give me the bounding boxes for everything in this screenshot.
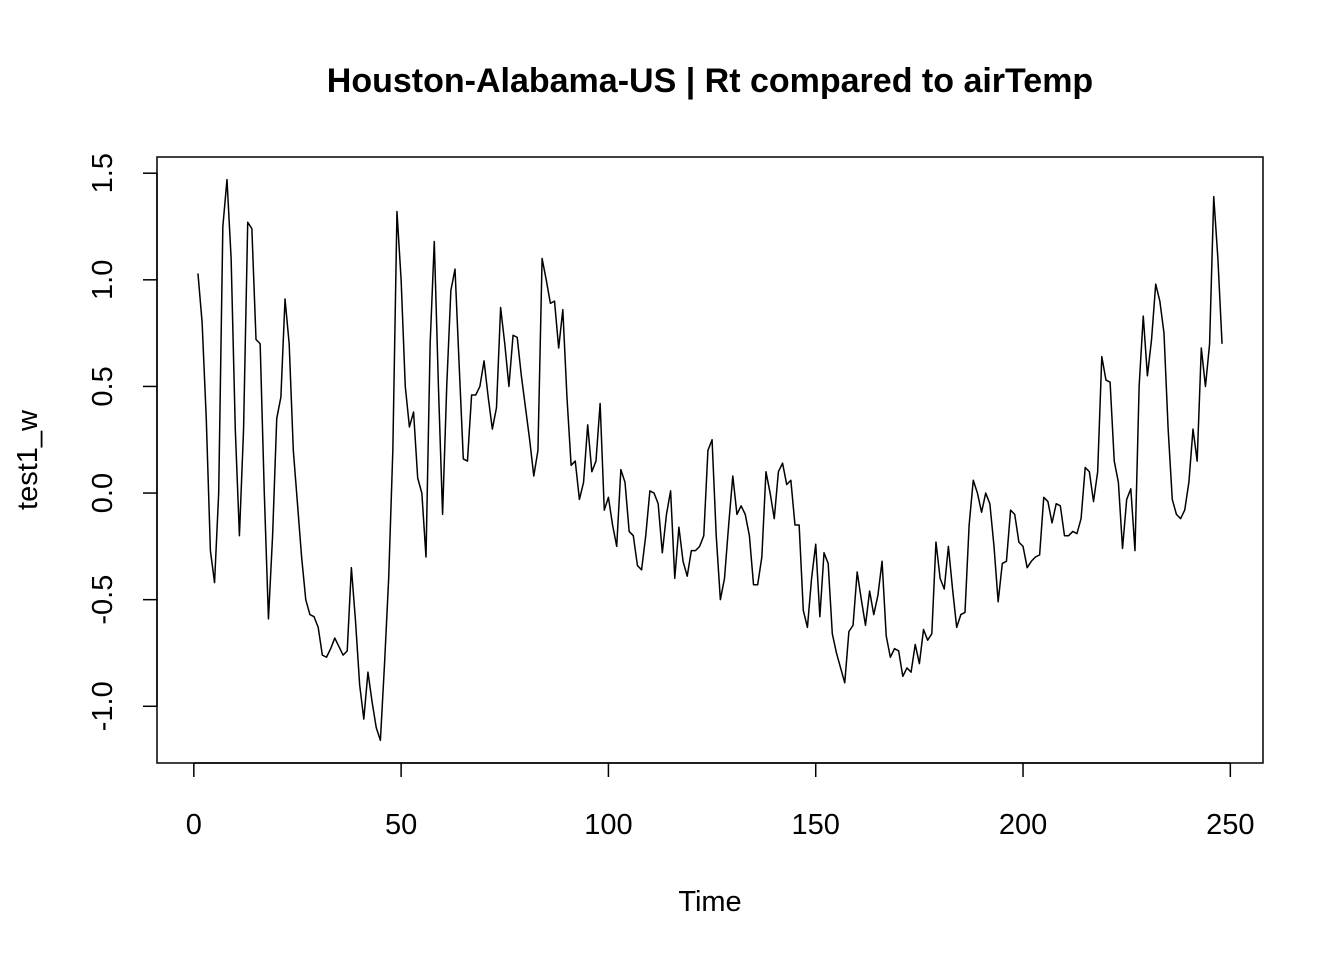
y-tick-label: 0.5 [87, 366, 119, 406]
series-line [197, 178, 1223, 742]
y-axis-label: test1_w [12, 409, 44, 510]
x-tick-label: 150 [792, 809, 840, 841]
x-tick-label: 250 [1206, 809, 1254, 841]
x-tick-label: 0 [186, 809, 202, 841]
chart-title: Houston-Alabama-US | Rt compared to airT… [327, 62, 1093, 100]
x-tick-label: 50 [385, 809, 417, 841]
x-tick-label: 200 [999, 809, 1047, 841]
x-tick-label: 100 [584, 809, 632, 841]
y-tick-label: 1.5 [87, 153, 119, 193]
x-axis-label: Time [678, 886, 741, 918]
y-tick-label: -0.5 [87, 575, 119, 625]
y-tick-label: -1.0 [87, 681, 119, 731]
y-tick-label: 1.0 [87, 260, 119, 300]
y-tick-label: 0.0 [87, 473, 119, 513]
